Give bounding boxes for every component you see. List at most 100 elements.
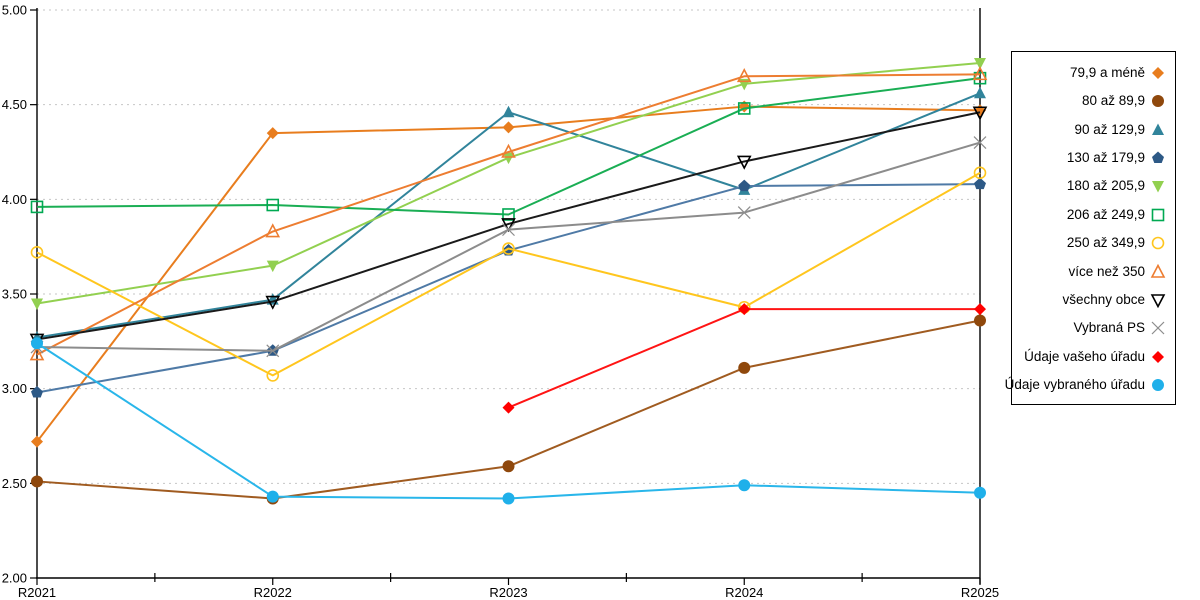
marker-diamond (1152, 67, 1164, 79)
series-11 (502, 303, 986, 414)
legend-marker-square-icon (1151, 208, 1165, 222)
marker-x (502, 223, 515, 237)
legend-item-label: 130 až 179,9 (1066, 150, 1145, 166)
marker-x (737, 206, 751, 220)
marker-triangle-up (502, 105, 515, 118)
x-tick-label: R2023 (489, 585, 527, 600)
marker-triangle-up (1152, 123, 1164, 135)
legend-item-label: Údaje vašeho úřadu (1024, 348, 1145, 364)
marker-triangle-down (736, 155, 752, 170)
marker-x (973, 136, 987, 149)
series-line (36, 111, 981, 341)
y-tick-label: 3.00 (2, 381, 27, 396)
marker-square (266, 198, 280, 212)
legend-item-label: 79,9 a méně (1069, 65, 1145, 80)
legend-item-label: 180 až 205,9 (1066, 178, 1145, 194)
marker-circle (31, 337, 43, 350)
legend-item-label: 206 až 249,9 (1066, 206, 1145, 222)
legend-marker-circle-icon (1152, 95, 1164, 108)
y-tick-label: 5.00 (2, 3, 27, 18)
marker-circle (502, 460, 515, 473)
legend-marker-diamond-icon (1152, 67, 1164, 79)
series-line (36, 171, 981, 377)
marker-circle (266, 490, 279, 503)
legend-item-label: všechny obce (1062, 291, 1145, 307)
marker-square (30, 200, 44, 214)
legend-item: všechny obce (1016, 290, 1166, 310)
marker-x (266, 344, 280, 358)
marker-triangle-down (974, 58, 986, 70)
marker-circle (1152, 95, 1164, 108)
marker-diamond (738, 303, 751, 316)
marker-triangle-up (29, 346, 45, 361)
legend-item-label: 90 až 129,9 (1074, 121, 1145, 137)
marker-circle (31, 475, 43, 488)
series-8 (29, 66, 988, 361)
marker-circle (502, 492, 515, 505)
legend-marker-triangle-down-icon (1152, 181, 1164, 193)
marker-diamond (266, 127, 279, 140)
legend: 79,9 a méně 80 až 89,9 90 až 129,9 130 až 1… (1005, 51, 1176, 405)
series-7 (30, 166, 987, 382)
y-tick-label: 4.00 (2, 192, 27, 207)
legend-item-label: 80 až 89,9 (1081, 93, 1145, 109)
marker-circle (502, 242, 515, 255)
marker-triangle-down (31, 298, 43, 310)
legend-marker-triangle-down-icon (1150, 294, 1166, 308)
marker-circle (738, 361, 751, 374)
legend-item-label: 250 až 349,9 (1066, 235, 1145, 251)
marker-diamond (502, 401, 515, 414)
marker-circle (1152, 378, 1164, 391)
legend-marker-x-icon (1151, 321, 1165, 335)
legend-marker-circle-icon (1151, 236, 1165, 250)
legend-marker-circle-icon (1152, 378, 1164, 391)
legend-marker-triangle-up-icon (1152, 123, 1164, 135)
legend-item: 79,9 a méně (1016, 63, 1166, 83)
legend-item: více než 350 (1016, 262, 1166, 282)
marker-pentagon (31, 385, 43, 398)
marker-triangle-down (266, 260, 279, 273)
x-tick-label: R2024 (725, 585, 763, 600)
marker-pentagon (1152, 151, 1164, 164)
legend-item: 206 až 249,9 (1016, 205, 1166, 225)
legend-item: 250 až 349,9 (1016, 233, 1166, 253)
y-tick-label: 2.00 (2, 571, 27, 586)
marker-diamond (502, 121, 515, 134)
x-tick-label: R2021 (18, 585, 56, 600)
marker-square (502, 208, 515, 221)
y-tick-label: 3.50 (2, 287, 27, 302)
marker-triangle-down (1152, 181, 1164, 193)
marker-x (1151, 321, 1165, 335)
x-tick-label: R2022 (254, 585, 292, 600)
marker-triangle-up (736, 68, 752, 83)
legend-marker-diamond-icon (1152, 350, 1164, 363)
marker-triangle-down (1150, 294, 1166, 308)
legend-item: 90 až 129,9 (1016, 120, 1166, 140)
marker-diamond (1152, 350, 1164, 363)
y-tick-label: 2.50 (2, 476, 27, 491)
legend-item: 180 až 205,9 (1016, 176, 1166, 196)
marker-diamond (974, 303, 986, 316)
marker-triangle-up (974, 86, 986, 99)
marker-circle (738, 479, 751, 492)
marker-triangle-up (1150, 263, 1166, 278)
series-line (36, 73, 981, 356)
marker-circle (974, 486, 986, 499)
series-line (36, 77, 981, 216)
legend-item: Údaje vybraného úřadu (1005, 375, 1166, 395)
series-12 (31, 337, 986, 505)
marker-triangle-up (265, 223, 281, 238)
legend-marker-pentagon-icon (1152, 151, 1164, 164)
marker-circle (30, 246, 44, 259)
legend-item: Údaje vašeho úřadu (1016, 347, 1166, 367)
series-line (36, 62, 981, 305)
marker-triangle-up (972, 66, 988, 81)
marker-triangle-up (501, 143, 516, 158)
marker-circle (973, 166, 987, 180)
legend-marker-triangle-up-icon (1150, 263, 1166, 278)
series-4 (31, 177, 986, 398)
legend-item-label: Vybraná PS (1073, 320, 1145, 336)
marker-diamond (31, 435, 43, 448)
